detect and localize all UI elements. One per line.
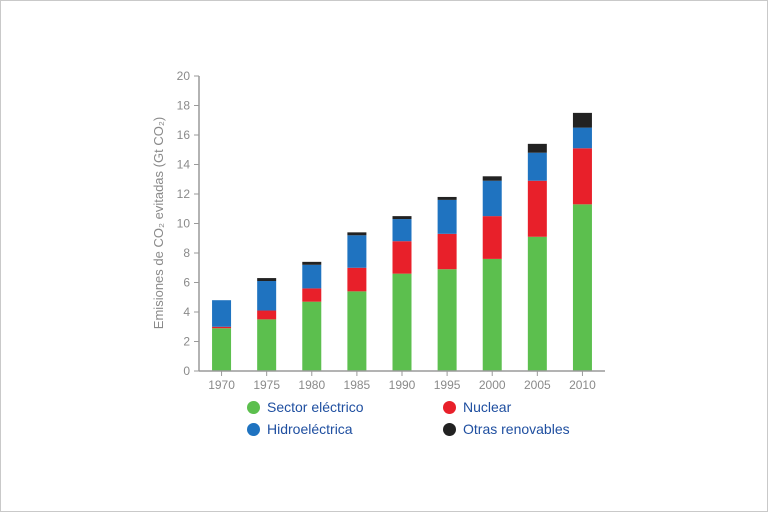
bar-segment-nuclear	[392, 241, 412, 274]
bar-segment-sector-eléctrico	[257, 319, 277, 371]
x-tick-label: 2000	[479, 378, 506, 392]
bar-segment-nuclear	[482, 216, 502, 259]
legend-item-hidroelectrica: Hidroeléctrica	[247, 421, 443, 437]
x-tick-label: 2010	[569, 378, 596, 392]
bar-segment-sector-eléctrico	[302, 301, 322, 371]
y-tick-label: 6	[183, 276, 190, 290]
bar-segment-sector-eléctrico	[392, 273, 412, 371]
bar-segment-otras-renovables	[527, 143, 547, 153]
x-tick-label: 2005	[524, 378, 551, 392]
bar-segment-nuclear	[212, 326, 232, 329]
y-axis-label: Emisiones de CO₂ evitadas (Gt CO₂)	[151, 117, 166, 329]
bar-segment-nuclear	[347, 267, 367, 292]
y-tick-label: 4	[183, 305, 190, 319]
bar-segment-sector-eléctrico	[212, 328, 232, 371]
bar-segment-nuclear	[437, 233, 457, 270]
bar-segment-hidroeléctrica	[212, 300, 232, 327]
y-tick-label: 18	[177, 99, 191, 113]
bar-segment-hidroeléctrica	[392, 219, 412, 242]
bar-segment-hidroeléctrica	[302, 264, 322, 289]
x-tick-label: 1990	[389, 378, 416, 392]
legend-label: Nuclear	[463, 399, 512, 415]
y-tick-label: 0	[183, 364, 190, 378]
legend-label: Sector eléctrico	[267, 399, 364, 415]
bar-segment-sector-eléctrico	[437, 269, 457, 371]
x-tick-label: 1985	[344, 378, 371, 392]
x-tick-label: 1995	[434, 378, 461, 392]
bar-segment-hidroeléctrica	[572, 127, 592, 149]
bar-segment-hidroeléctrica	[482, 180, 502, 217]
legend-label: Otras renovables	[463, 421, 570, 437]
bar-segment-otras-renovables	[572, 112, 592, 128]
x-tick-label: 1970	[208, 378, 235, 392]
bar-segment-sector-eléctrico	[482, 258, 502, 371]
legend-swatch-sector-electrico	[247, 400, 260, 414]
x-tick-label: 1980	[298, 378, 325, 392]
bar-segment-otras-renovables	[347, 232, 367, 236]
y-tick-label: 12	[177, 187, 191, 201]
bar-segment-otras-renovables	[302, 261, 322, 265]
bar-segment-otras-renovables	[482, 176, 502, 181]
legend-item-nuclear: Nuclear	[443, 399, 603, 415]
bar-segment-sector-eléctrico	[347, 291, 367, 371]
x-tick-label: 1975	[253, 378, 280, 392]
bar-segment-otras-renovables	[392, 216, 412, 220]
bar-segment-otras-renovables	[257, 278, 277, 282]
bar-segment-hidroeléctrica	[527, 152, 547, 181]
y-tick-label: 14	[177, 158, 191, 172]
bar-segment-otras-renovables	[437, 196, 457, 200]
bar-segment-nuclear	[527, 180, 547, 237]
bar-segment-hidroeléctrica	[437, 199, 457, 234]
y-tick-label: 20	[177, 69, 191, 83]
legend-item-sector-electrico: Sector eléctrico	[247, 399, 443, 415]
legend-item-otras-renovables: Otras renovables	[443, 421, 603, 437]
legend: Sector eléctrico Nuclear Hidroeléctrica …	[247, 399, 607, 437]
bar-segment-hidroeléctrica	[257, 281, 277, 311]
bar-segment-sector-eléctrico	[527, 236, 547, 371]
bars-layer	[212, 112, 592, 371]
bar-segment-hidroeléctrica	[347, 235, 367, 268]
bar-segment-nuclear	[257, 310, 277, 320]
legend-swatch-nuclear	[443, 400, 456, 414]
y-tick-label: 8	[183, 246, 190, 260]
bar-segment-sector-eléctrico	[572, 204, 592, 371]
y-tick-label: 10	[177, 217, 191, 231]
y-tick-label: 2	[183, 335, 190, 349]
legend-swatch-otras-renovables	[443, 422, 456, 436]
bar-segment-nuclear	[572, 148, 592, 205]
y-tick-label: 16	[177, 128, 191, 142]
legend-label: Hidroeléctrica	[267, 421, 353, 437]
bar-segment-nuclear	[302, 288, 322, 302]
axes-layer: 0 2 4 6 8 10 12 14 16 18 20 1970 1975 1980 1985 1990 199…	[177, 69, 605, 392]
legend-swatch-hidroelectrica	[247, 422, 260, 436]
